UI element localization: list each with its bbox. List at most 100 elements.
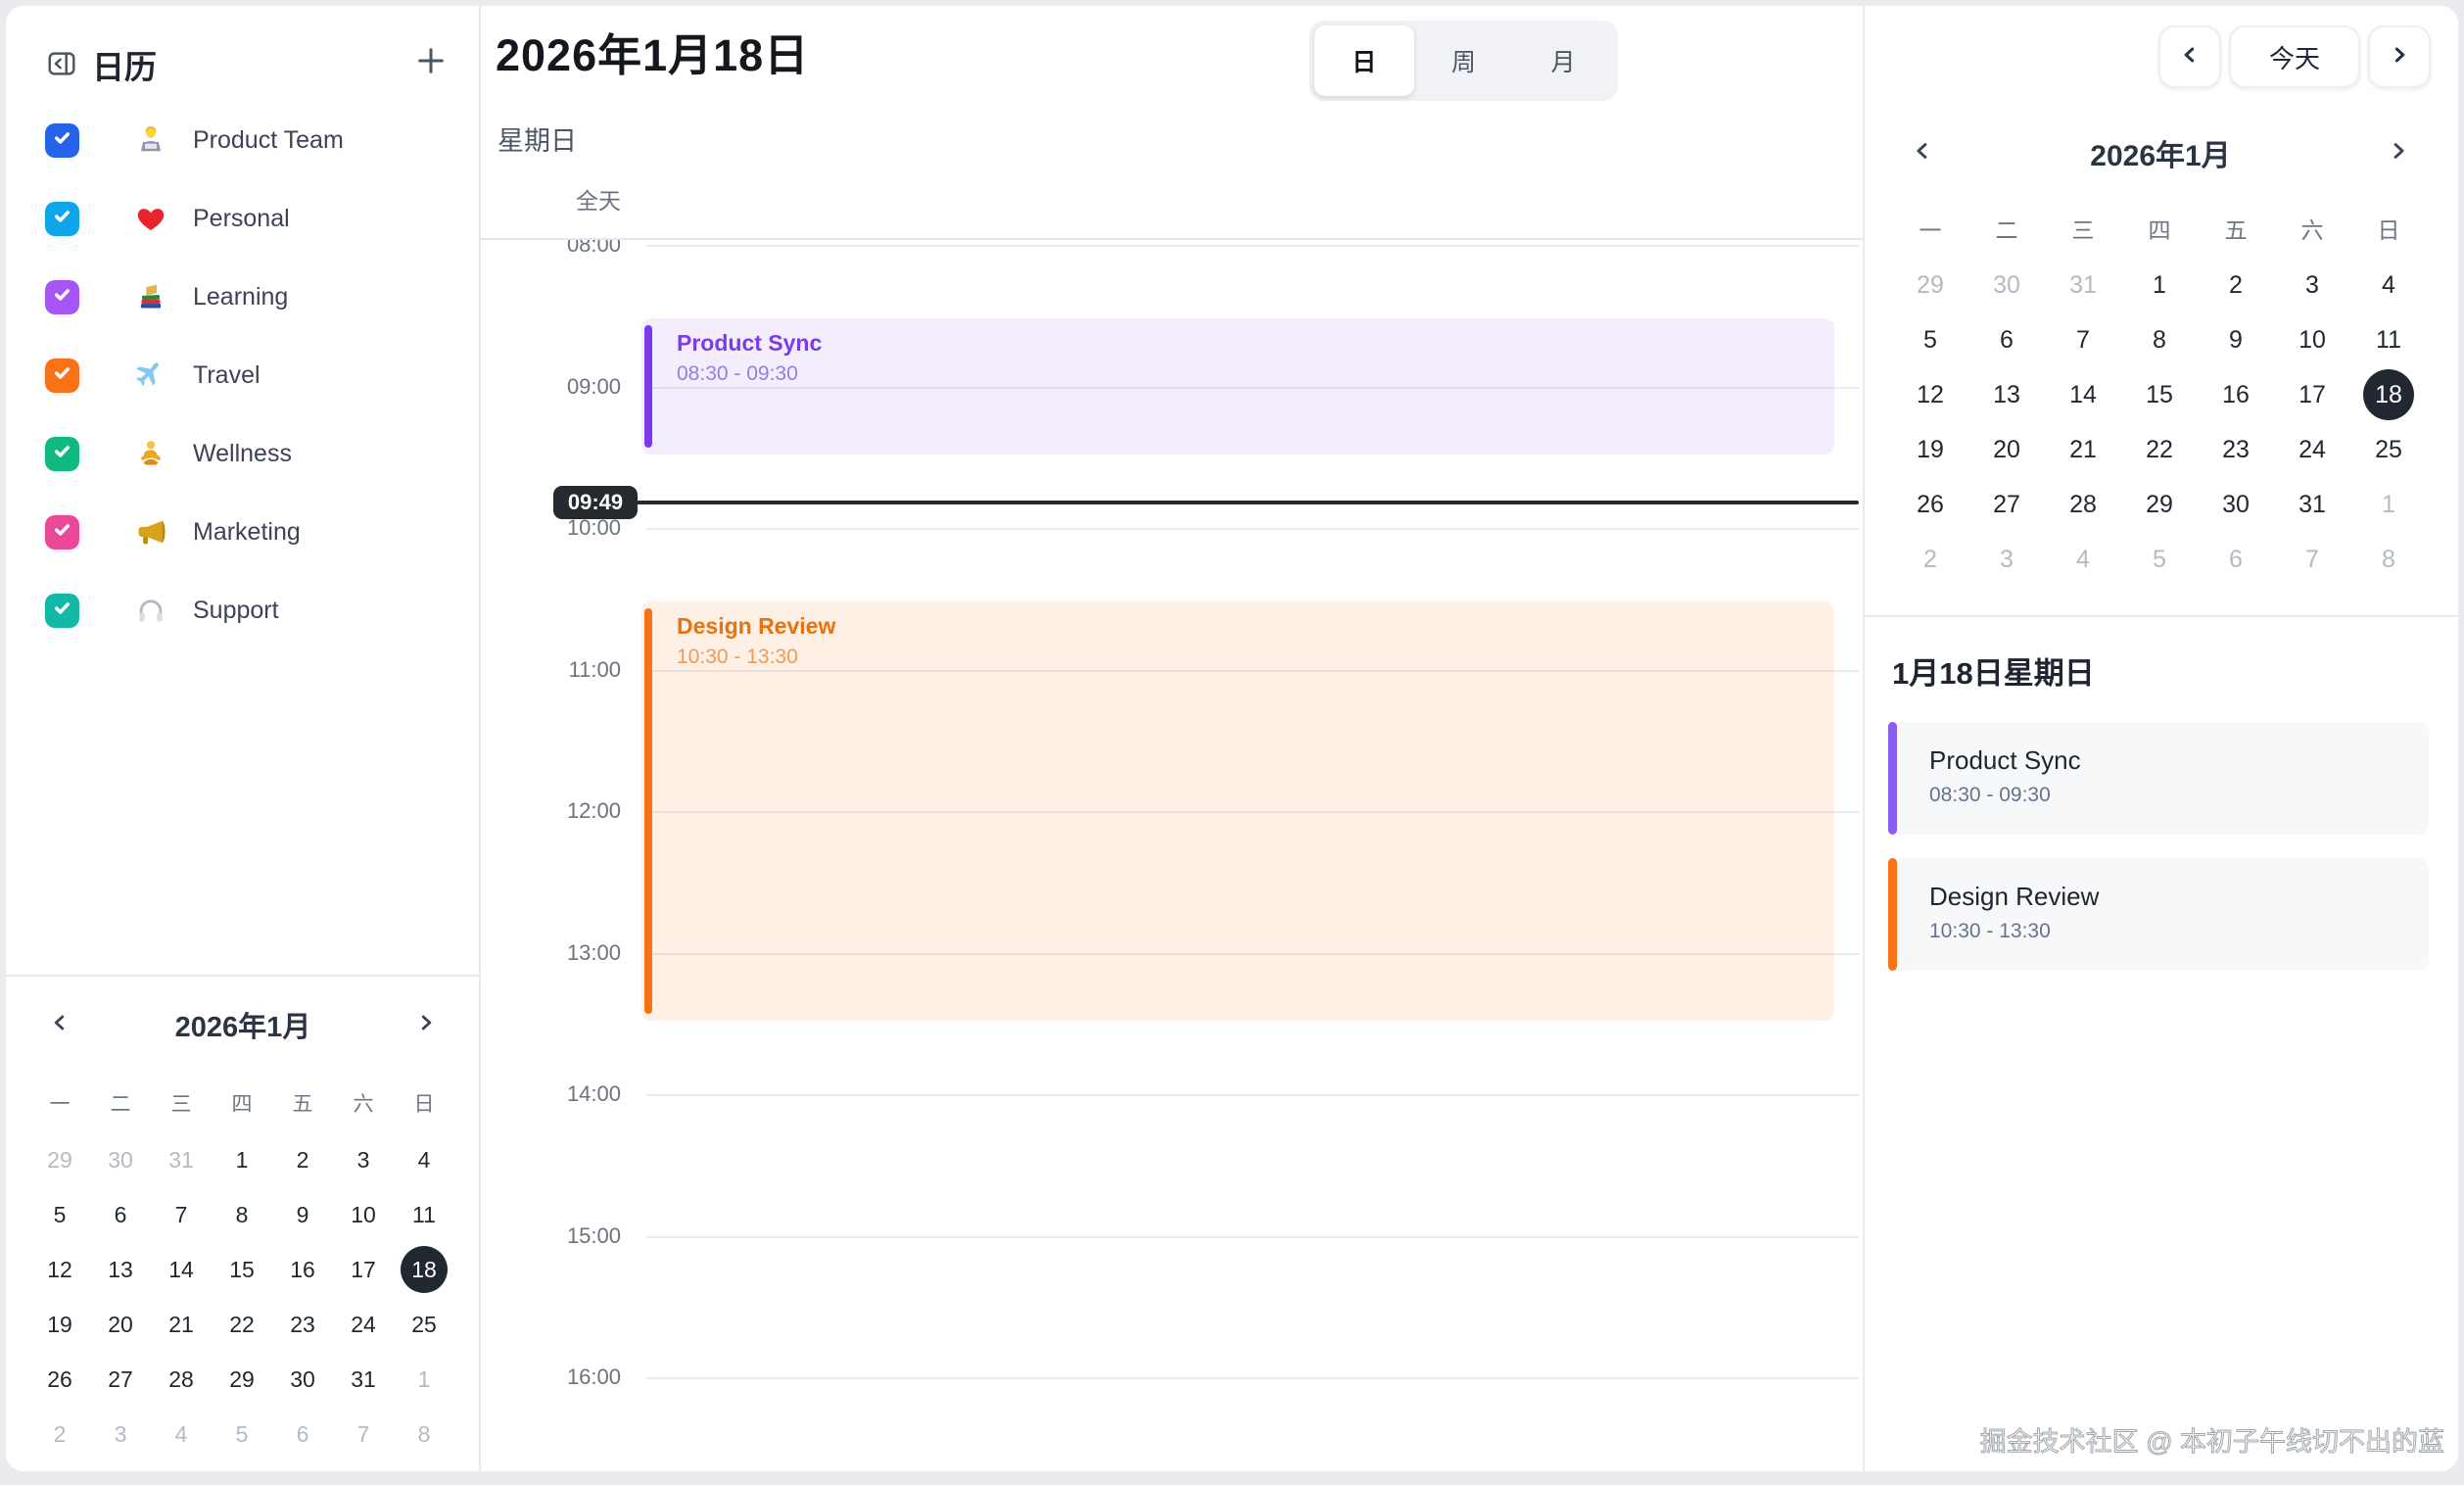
- mini-calendar-day[interactable]: 20: [108, 1311, 133, 1337]
- mini-calendar-day[interactable]: 25: [411, 1311, 437, 1337]
- mini-calendar-day-selected[interactable]: 18: [394, 1242, 454, 1297]
- mini-calendar-day[interactable]: 8: [2153, 325, 2166, 354]
- mini-calendar-day[interactable]: 3: [114, 1420, 127, 1447]
- calendar-checkbox[interactable]: [45, 514, 79, 550]
- calendar-checkbox[interactable]: [45, 201, 79, 236]
- mini-calendar-day[interactable]: 8: [235, 1201, 249, 1227]
- mini-calendar-day[interactable]: 11: [412, 1201, 436, 1227]
- mini-calendar-day[interactable]: 24: [2298, 435, 2326, 463]
- mini-calendar-day-selected[interactable]: 18: [2350, 367, 2427, 422]
- mini-calendar-day[interactable]: 9: [296, 1201, 309, 1227]
- mini-calendar-day[interactable]: 6: [2000, 325, 2014, 354]
- mini-calendar-day[interactable]: 29: [47, 1146, 72, 1173]
- mini-calendar-day[interactable]: 28: [168, 1365, 194, 1392]
- mini-calendar-next-button[interactable]: [403, 1002, 449, 1047]
- mini-calendar-day[interactable]: 19: [1917, 435, 1944, 463]
- mini-calendar-day[interactable]: 4: [2382, 270, 2395, 299]
- mini-calendar-day[interactable]: 6: [114, 1201, 127, 1227]
- mini-calendar-prev-button[interactable]: [1900, 130, 1945, 175]
- mini-calendar-day[interactable]: 31: [2069, 270, 2097, 299]
- tab-month[interactable]: 月: [1550, 49, 1576, 76]
- mini-calendar-day[interactable]: 30: [2222, 490, 2250, 518]
- mini-calendar-day[interactable]: 29: [229, 1365, 255, 1392]
- mini-calendar-day[interactable]: 2: [296, 1146, 309, 1173]
- mini-calendar-day[interactable]: 30: [290, 1365, 315, 1392]
- mini-calendar-day[interactable]: 31: [168, 1146, 194, 1173]
- collapse-sidebar-button[interactable]: [45, 47, 78, 80]
- calendar-checkbox[interactable]: [45, 436, 79, 471]
- mini-calendar-day[interactable]: 13: [108, 1256, 133, 1282]
- mini-calendar-day[interactable]: 16: [290, 1256, 315, 1282]
- today-button[interactable]: 今天: [2229, 25, 2360, 88]
- calendar-list-item[interactable]: Marketing: [6, 503, 479, 561]
- mini-calendar-day[interactable]: 1: [2153, 270, 2166, 299]
- mini-calendar-day[interactable]: 12: [47, 1256, 72, 1282]
- mini-calendar-day[interactable]: 16: [2222, 380, 2250, 408]
- calendar-list-item[interactable]: Travel: [6, 346, 479, 405]
- mini-calendar-day[interactable]: 15: [2146, 380, 2173, 408]
- mini-calendar-day[interactable]: 3: [2305, 270, 2319, 299]
- mini-calendar-day[interactable]: 5: [2153, 545, 2166, 573]
- agenda-event-card[interactable]: Product Sync 08:30 - 09:30: [1888, 722, 2429, 835]
- mini-calendar-day[interactable]: 21: [168, 1311, 194, 1337]
- calendar-checkbox[interactable]: [45, 358, 79, 393]
- mini-calendar-day[interactable]: 30: [108, 1146, 133, 1173]
- calendar-list-item[interactable]: Product Team: [6, 111, 479, 169]
- calendar-list-item[interactable]: Learning: [6, 267, 479, 326]
- mini-calendar-day[interactable]: 31: [2298, 490, 2326, 518]
- mini-calendar-day[interactable]: 7: [356, 1420, 370, 1447]
- mini-calendar-day[interactable]: 2: [53, 1420, 67, 1447]
- mini-calendar-day[interactable]: 26: [1917, 490, 1944, 518]
- mini-calendar-day[interactable]: 6: [2229, 545, 2243, 573]
- event-design-review[interactable]: Design Review 10:30 - 13:30: [641, 601, 1834, 1021]
- mini-calendar-day[interactable]: 12: [1917, 380, 1944, 408]
- mini-calendar-day[interactable]: 5: [235, 1420, 249, 1447]
- mini-calendar-day[interactable]: 17: [2298, 380, 2326, 408]
- mini-calendar-day[interactable]: 14: [2069, 380, 2097, 408]
- mini-calendar-day[interactable]: 8: [417, 1420, 431, 1447]
- mini-calendar-day[interactable]: 8: [2382, 545, 2395, 573]
- mini-calendar-next-button[interactable]: [2376, 130, 2421, 175]
- mini-calendar-day[interactable]: 5: [1923, 325, 1937, 354]
- mini-calendar-day[interactable]: 19: [47, 1311, 72, 1337]
- mini-calendar-day[interactable]: 14: [168, 1256, 194, 1282]
- mini-calendar-day[interactable]: 2: [2229, 270, 2243, 299]
- mini-calendar-day[interactable]: 24: [351, 1311, 376, 1337]
- mini-calendar-day[interactable]: 25: [2375, 435, 2402, 463]
- tab-day[interactable]: 日: [1314, 25, 1414, 96]
- mini-calendar-day[interactable]: 31: [351, 1365, 376, 1392]
- mini-calendar-day[interactable]: 22: [229, 1311, 255, 1337]
- mini-calendar-day[interactable]: 11: [2376, 325, 2401, 354]
- calendar-list-item[interactable]: Wellness: [6, 424, 479, 483]
- mini-calendar-day[interactable]: 27: [108, 1365, 133, 1392]
- mini-calendar-day[interactable]: 7: [174, 1201, 188, 1227]
- add-calendar-button[interactable]: [409, 41, 452, 84]
- mini-calendar-day[interactable]: 10: [2298, 325, 2326, 354]
- prev-day-button[interactable]: [2158, 25, 2221, 88]
- calendar-checkbox[interactable]: [45, 279, 79, 314]
- mini-calendar-day[interactable]: 13: [1993, 380, 2020, 408]
- time-grid[interactable]: 08:00 09:00 10:00 11:00 12:00 13:00 14:00 15:00…: [479, 240, 1865, 1471]
- mini-calendar-day[interactable]: 4: [174, 1420, 188, 1447]
- mini-calendar-day[interactable]: 20: [1993, 435, 2020, 463]
- mini-calendar-day[interactable]: 4: [2076, 545, 2090, 573]
- mini-calendar-day[interactable]: 30: [1993, 270, 2020, 299]
- mini-calendar-day[interactable]: 29: [1917, 270, 1944, 299]
- calendar-checkbox[interactable]: [45, 593, 79, 628]
- mini-calendar-day[interactable]: 7: [2305, 545, 2319, 573]
- mini-calendar-day[interactable]: 21: [2069, 435, 2097, 463]
- mini-calendar-day[interactable]: 28: [2069, 490, 2097, 518]
- calendar-checkbox[interactable]: [45, 122, 79, 158]
- calendar-list-item[interactable]: Support: [6, 581, 479, 640]
- mini-calendar-day[interactable]: 3: [2000, 545, 2014, 573]
- tab-week[interactable]: 周: [1451, 49, 1477, 76]
- mini-calendar-day[interactable]: 4: [417, 1146, 431, 1173]
- mini-calendar-day[interactable]: 15: [229, 1256, 255, 1282]
- mini-calendar-day[interactable]: 2: [1923, 545, 1937, 573]
- mini-calendar-day[interactable]: 9: [2229, 325, 2243, 354]
- mini-calendar-day[interactable]: 26: [47, 1365, 72, 1392]
- mini-calendar-day[interactable]: 3: [356, 1146, 370, 1173]
- agenda-event-card[interactable]: Design Review 10:30 - 13:30: [1888, 858, 2429, 971]
- mini-calendar-day[interactable]: 1: [2382, 490, 2395, 518]
- mini-calendar-day[interactable]: 1: [235, 1146, 249, 1173]
